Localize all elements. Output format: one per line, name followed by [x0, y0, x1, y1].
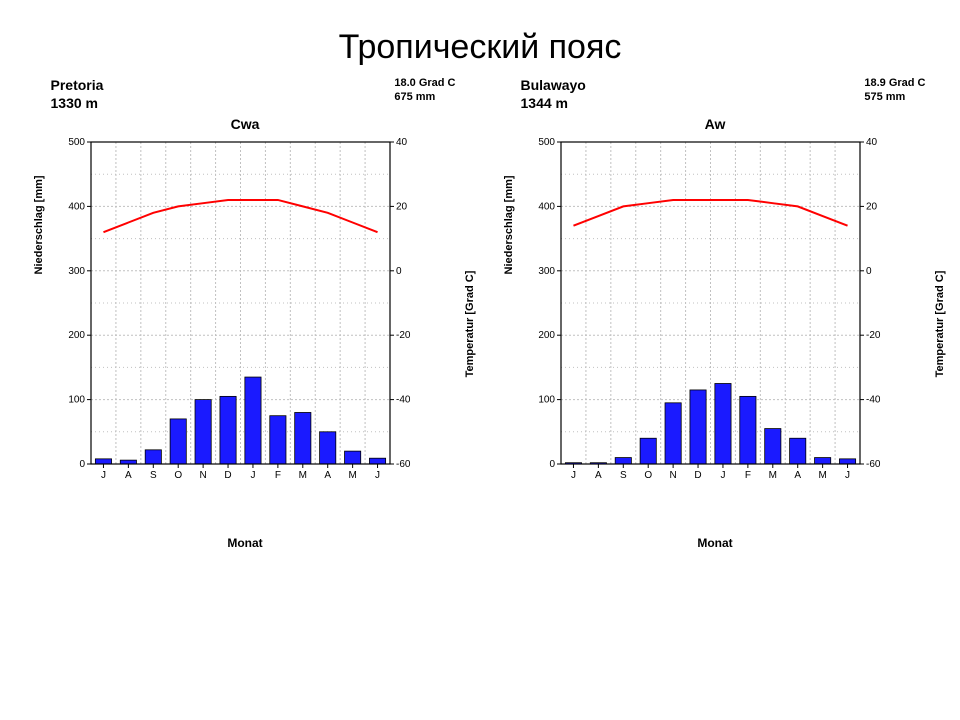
svg-text:-20: -20: [866, 330, 881, 341]
svg-text:N: N: [199, 470, 206, 481]
svg-text:A: A: [794, 470, 801, 481]
x-axis-label-0: Monat: [23, 536, 468, 550]
mean-temp-1: 18.9 Grad C: [864, 77, 925, 91]
y-right-label-0: Temperatur [Grad C]: [464, 271, 476, 378]
chart-panel-pretoria: Pretoria 1330 m 18.0 Grad C 675 mm Cwa N…: [23, 77, 468, 550]
city-name-0: Pretoria: [51, 77, 104, 95]
svg-text:40: 40: [396, 137, 408, 148]
svg-text:A: A: [324, 470, 331, 481]
svg-text:S: S: [149, 470, 156, 481]
svg-text:300: 300: [68, 266, 85, 277]
svg-text:200: 200: [538, 330, 555, 341]
climate-chart-1: 0 100 200 300 400 500 -60 -40 -20 0 20 40 J A S O N D J F M A…: [533, 134, 888, 494]
svg-text:J: J: [250, 470, 255, 481]
svg-text:J: J: [570, 470, 575, 481]
city-elev-1: 1344 m: [521, 95, 586, 113]
annual-precip-0: 675 mm: [394, 91, 455, 105]
svg-text:O: O: [644, 470, 652, 481]
svg-text:-60: -60: [396, 459, 411, 470]
svg-text:A: A: [125, 470, 132, 481]
svg-text:20: 20: [866, 201, 878, 212]
svg-text:D: D: [224, 470, 231, 481]
svg-text:500: 500: [538, 137, 555, 148]
svg-text:20: 20: [396, 201, 408, 212]
svg-text:500: 500: [68, 137, 85, 148]
svg-text:100: 100: [68, 395, 85, 406]
koppen-1: Aw: [493, 116, 938, 132]
svg-text:100: 100: [538, 395, 555, 406]
svg-text:J: J: [720, 470, 725, 481]
svg-text:J: J: [100, 470, 105, 481]
climate-chart-0: 0 100 200 300 400 500 -60 -40 -20 0 20 40 J A S O N D J F M A…: [63, 134, 418, 494]
svg-text:F: F: [274, 470, 280, 481]
svg-text:M: M: [298, 470, 306, 481]
svg-text:J: J: [375, 470, 380, 481]
mean-temp-0: 18.0 Grad C: [394, 77, 455, 91]
charts-container: Pretoria 1330 m 18.0 Grad C 675 mm Cwa N…: [0, 77, 960, 550]
svg-text:0: 0: [549, 459, 555, 470]
annual-precip-1: 575 mm: [864, 91, 925, 105]
city-name-1: Bulawayo: [521, 77, 586, 95]
svg-text:-20: -20: [396, 330, 411, 341]
svg-text:200: 200: [68, 330, 85, 341]
svg-text:0: 0: [866, 266, 872, 277]
svg-text:300: 300: [538, 266, 555, 277]
svg-text:S: S: [619, 470, 626, 481]
svg-text:F: F: [744, 470, 750, 481]
koppen-0: Cwa: [23, 116, 468, 132]
svg-text:400: 400: [68, 201, 85, 212]
x-axis-label-1: Monat: [493, 536, 938, 550]
city-elev-0: 1330 m: [51, 95, 104, 113]
svg-text:M: M: [348, 470, 356, 481]
page-title: Тропический пояс: [0, 0, 960, 77]
svg-text:O: O: [174, 470, 182, 481]
chart-panel-bulawayo: Bulawayo 1344 m 18.9 Grad C 575 mm Aw Ni…: [493, 77, 938, 550]
svg-text:A: A: [595, 470, 602, 481]
svg-text:M: M: [818, 470, 826, 481]
y-left-label-0: Niederschlag [mm]: [33, 175, 45, 274]
y-right-label-1: Temperatur [Grad C]: [934, 271, 946, 378]
svg-text:40: 40: [866, 137, 878, 148]
svg-text:-60: -60: [866, 459, 881, 470]
y-left-label-1: Niederschlag [mm]: [503, 175, 515, 274]
svg-text:0: 0: [79, 459, 85, 470]
svg-text:D: D: [694, 470, 701, 481]
svg-text:J: J: [845, 470, 850, 481]
svg-text:0: 0: [396, 266, 402, 277]
svg-text:-40: -40: [396, 395, 411, 406]
svg-text:-40: -40: [866, 395, 881, 406]
svg-text:M: M: [768, 470, 776, 481]
svg-text:400: 400: [538, 201, 555, 212]
svg-text:N: N: [669, 470, 676, 481]
